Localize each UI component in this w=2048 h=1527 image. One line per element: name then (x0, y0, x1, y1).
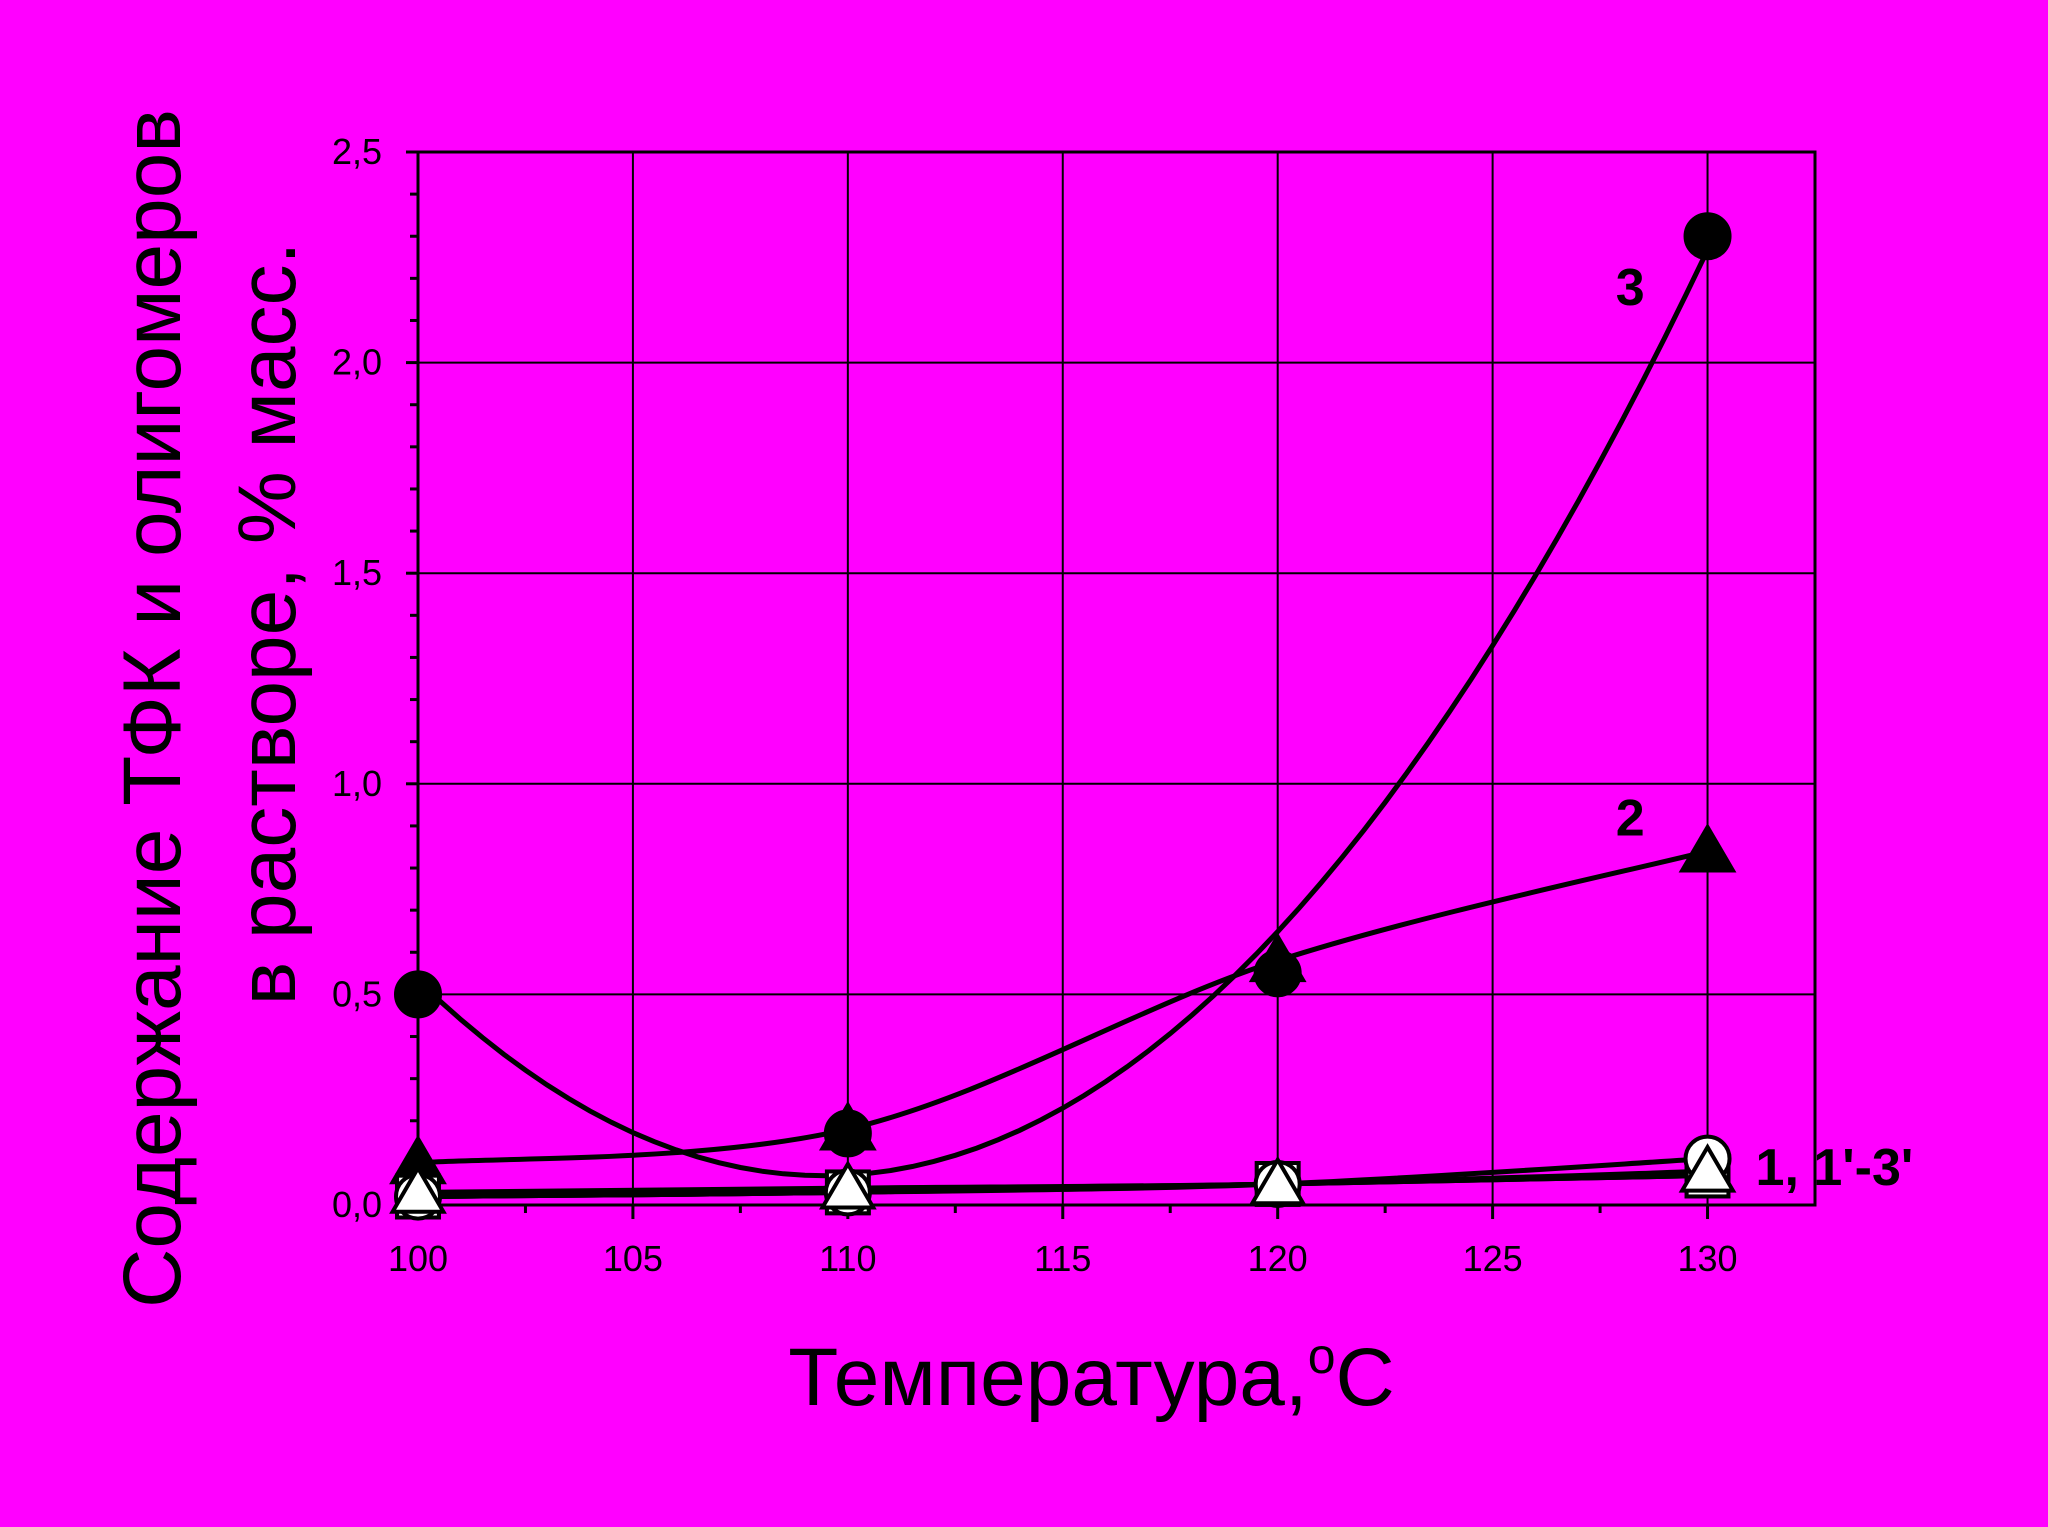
plot-frame (416, 150, 1817, 1207)
marker-series-3'-130 (1678, 1143, 1737, 1193)
x-axis-title-degree: o (1308, 1328, 1336, 1384)
marker-series-2-130 (1678, 823, 1737, 873)
x-tick-label-120: 120 (1248, 1238, 1308, 1279)
y-tick-label-0,0: 0,0 (332, 1184, 382, 1225)
tick-labels: 100 105 110 115 120 125 130 0,0 0,5 1,0 1,5 2,0 2,5 (332, 131, 1738, 1279)
y-tick-label-2,0: 2,0 (332, 342, 382, 383)
series-line-3 (416, 249, 1710, 1179)
y-tick-label-1,0: 1,0 (332, 763, 382, 804)
x-axis-title: Температура,oC (788, 1328, 1394, 1423)
x-axis-title-unit: C (1336, 1332, 1395, 1423)
curves (416, 249, 1710, 1200)
x-tick-label-125: 125 (1463, 1238, 1523, 1279)
x-tick-label-130: 130 (1677, 1238, 1737, 1279)
x-tick-label-105: 105 (603, 1238, 663, 1279)
y-axis-title-line-2: в растворе, % масс. (222, 242, 313, 1006)
curve-label-3: 3 (1616, 259, 1645, 317)
marker-series-3'-100 (389, 1164, 447, 1214)
y-tick-label-2,5: 2,5 (332, 131, 382, 172)
x-tick-label-110: 110 (819, 1238, 876, 1279)
y-tick-label-0,5: 0,5 (332, 973, 382, 1014)
marker-series-2-110 (818, 1101, 877, 1151)
curve-label-1-group: 1, 1'-3' (1756, 1139, 1914, 1197)
marker-series-3-100 (394, 970, 442, 1019)
y-tick-label-1,5: 1,5 (332, 552, 382, 593)
marker-series-3-130 (1683, 212, 1732, 261)
grid (418, 152, 1815, 1205)
series-line-3' (417, 1168, 1708, 1195)
series-line-2 (417, 848, 1709, 1166)
x-tick-label-100: 100 (388, 1238, 448, 1279)
marker-series-2-120 (1248, 932, 1307, 983)
x-tick-label-115: 115 (1034, 1238, 1091, 1279)
x-axis-title-main: Температура, (788, 1332, 1307, 1423)
marker-series-3'-110 (818, 1159, 877, 1210)
markers (389, 212, 1737, 1221)
y-axis-title-line-1: Содержание ТФК и олигомеров (107, 109, 198, 1308)
marker-series-3'-120 (1248, 1155, 1307, 1206)
curve-label-2: 2 (1616, 789, 1645, 847)
